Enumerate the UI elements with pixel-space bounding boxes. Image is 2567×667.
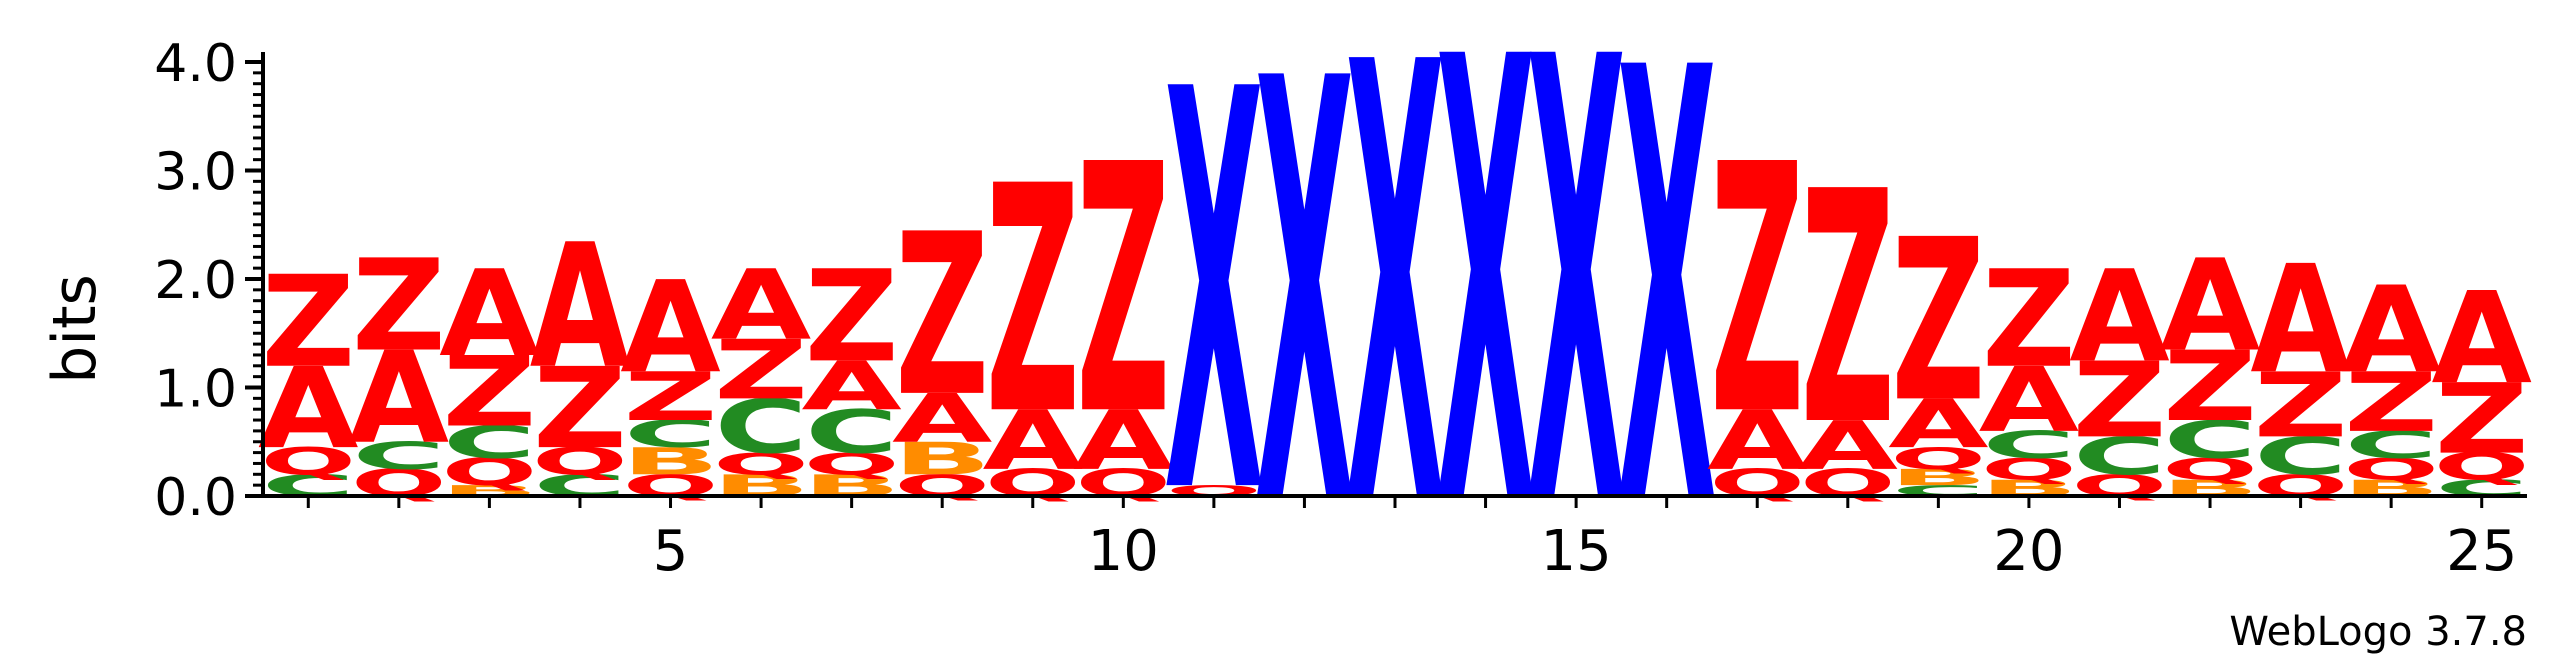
logo-letter-z-pos-8: Z: [895, 188, 989, 447]
logo-letter-c-pos-23: C: [2254, 426, 2347, 487]
logo-letter-z-pos-17: Z: [1710, 92, 1804, 490]
logo-letter-b-pos-5: B: [621, 440, 720, 483]
y-tick-label: 2.0: [154, 251, 237, 311]
logo-letter-a-pos-22: A: [2160, 233, 2260, 380]
logo-letter-a-pos-23: A: [2250, 234, 2350, 407]
logo-letter-c-pos-22: C: [2163, 410, 2256, 471]
logo-letter-x-pos-12: X: [1254, 0, 1354, 634]
logo-letter-b-pos-8: B: [893, 433, 992, 485]
logo-letter-c-pos-6: C: [714, 383, 807, 470]
logo-letter-a-pos-17: A: [1707, 393, 1808, 489]
logo-letter-q-pos-20: Q: [1981, 452, 2077, 487]
logo-letter-z-pos-23: Z: [2254, 355, 2348, 458]
x-tick-label: 20: [1993, 519, 2064, 584]
logo-stacks: CQAZQCAZBQCZACQZAQBCZABQCZABQCAZQBAZQAZQ…: [258, 0, 2532, 640]
logo-letter-z-pos-6: Z: [714, 322, 808, 418]
logo-letter-a-pos-24: A: [2341, 261, 2441, 400]
logo-letter-c-pos-20: C: [1982, 424, 2075, 467]
logo-axes: 0.0 1.0 2.0 3.0 4.0 5 10 15 20 25 bits: [40, 34, 2527, 584]
logo-letter-z-pos-19: Z: [1891, 193, 1985, 452]
logo-letter-a-pos-2: A: [349, 325, 449, 472]
logo-letter-a-pos-1: A: [258, 344, 358, 474]
logo-letter-z-pos-9: Z: [986, 121, 1080, 484]
logo-letter-b-pos-19: B: [1889, 464, 1988, 490]
x-tick-label: 15: [1540, 519, 1611, 584]
logo-letter-z-pos-25: Z: [2435, 363, 2529, 475]
x-tick-label: 5: [653, 519, 689, 584]
y-axis-ticks: 0.0 1.0 2.0 3.0 4.0: [154, 34, 263, 528]
logo-letter-z-pos-10: Z: [1076, 92, 1170, 490]
logo-letter-c-pos-2: C: [352, 435, 445, 478]
logo-letter-a-pos-3: A: [439, 245, 539, 384]
logo-letter-c-pos-7: C: [805, 398, 898, 467]
logo-letter-x-pos-13: X: [1345, 0, 1445, 638]
weblogo-credit: WebLogo 3.7.8: [2229, 609, 2527, 655]
logo-letter-z-pos-3: Z: [442, 336, 536, 448]
logo-letter-a-pos-25: A: [2432, 266, 2532, 413]
logo-letter-a-pos-9: A: [983, 393, 1084, 489]
logo-letter-z-pos-2: Z: [352, 233, 446, 380]
logo-letter-z-pos-5: Z: [624, 358, 718, 436]
x-tick-label: 10: [1088, 519, 1159, 584]
y-tick-label: 1.0: [154, 360, 237, 420]
y-axis-label: bits: [40, 274, 110, 384]
logo-letter-z-pos-22: Z: [2163, 330, 2257, 442]
logo-letter-x-pos-15: X: [1526, 0, 1626, 640]
x-tick-label: 25: [2446, 519, 2517, 584]
logo-letter-a-pos-5: A: [620, 255, 720, 402]
logo-letter-a-pos-10: A: [1073, 393, 1174, 489]
y-tick-label: 4.0: [154, 34, 237, 94]
logo-letter-c-pos-3: C: [443, 417, 536, 468]
logo-letter-z-pos-1: Z: [261, 249, 355, 396]
logo-letter-q-pos-22: Q: [2162, 452, 2258, 487]
logo-letter-c-pos-21: C: [2073, 426, 2166, 487]
logo-letter-a-pos-20: A: [1979, 349, 2079, 452]
logo-letter-c-pos-24: C: [2345, 424, 2438, 467]
logo-letter-a-pos-21: A: [2069, 244, 2169, 391]
logo-letter-x-pos-16: X: [1617, 0, 1717, 637]
logo-letter-q-pos-7: Q: [804, 447, 900, 482]
y-tick-label: 0.0: [154, 468, 237, 528]
logo-letter-x-pos-14: X: [1436, 0, 1536, 640]
logo-letter-q-pos-1: Q: [260, 440, 356, 483]
logo-letter-a-pos-7: A: [801, 348, 902, 426]
logo-letter-a-pos-4: A: [530, 207, 630, 406]
logo-letter-a-pos-8: A: [892, 380, 993, 458]
y-tick-label: 3.0: [154, 143, 237, 203]
logo-letter-z-pos-20: Z: [1982, 243, 2076, 398]
logo-letter-z-pos-4: Z: [533, 344, 627, 474]
logo-letter-q-pos-25: Q: [2434, 445, 2530, 488]
logo-letter-c-pos-5: C: [624, 413, 717, 456]
logo-letter-q-pos-3: Q: [441, 451, 537, 494]
logo-letter-a-pos-6: A: [711, 249, 811, 361]
logo-letter-a-pos-18: A: [1798, 407, 1899, 485]
logo-letter-z-pos-7: Z: [805, 244, 899, 391]
logo-letter-q-pos-24: Q: [2343, 452, 2439, 487]
logo-letter-a-pos-19: A: [1888, 386, 1989, 464]
logo-letter-x-pos-11: X: [1164, 0, 1264, 616]
x-axis-ticks: 5 10 15 20 25: [306, 496, 2517, 584]
logo-letter-z-pos-21: Z: [2073, 340, 2167, 461]
logo-letter-q-pos-4: Q: [532, 440, 628, 483]
logo-letter-z-pos-18: Z: [1801, 124, 1895, 496]
logo-letter-q-pos-19: Q: [1890, 441, 1986, 476]
logo-letter-z-pos-24: Z: [2344, 355, 2438, 451]
logo-letter-q-pos-6: Q: [713, 447, 809, 482]
